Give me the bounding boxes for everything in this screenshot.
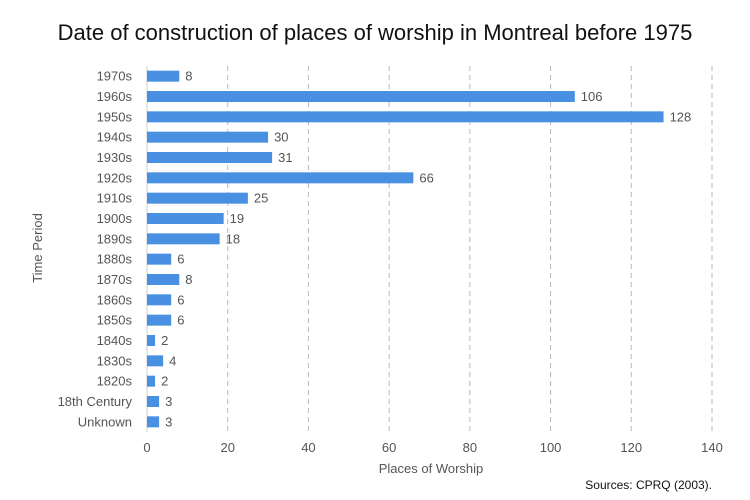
- data-label: 8: [185, 69, 192, 84]
- bars: [147, 70, 664, 428]
- x-tick-label: 120: [620, 440, 642, 455]
- y-axis-title: Time Period: [30, 213, 45, 283]
- y-tick-label: 1860s: [97, 292, 133, 307]
- bar: [147, 152, 273, 163]
- data-label: 6: [177, 252, 184, 267]
- x-tick-label: 80: [463, 440, 477, 455]
- bar: [147, 131, 269, 143]
- bar: [147, 335, 156, 346]
- bar: [147, 253, 172, 265]
- gridlines: [146, 66, 713, 432]
- data-label: 25: [254, 191, 268, 206]
- data-label: 30: [274, 130, 288, 145]
- data-label: 31: [278, 150, 292, 165]
- x-axis-title: Places of Worship: [379, 461, 484, 476]
- bar: [147, 111, 664, 123]
- bar: [147, 70, 180, 82]
- x-tick-label: 0: [143, 440, 150, 455]
- y-tick-label: 1840s: [97, 333, 133, 348]
- bar: [147, 192, 248, 204]
- bar: [147, 416, 160, 428]
- source-note: Sources: CPRQ (2003).: [585, 478, 712, 492]
- y-tick-label: 18th Century: [58, 394, 133, 409]
- data-label: 106: [581, 89, 603, 104]
- y-tick-label: 1830s: [97, 353, 133, 368]
- bar: [147, 91, 575, 102]
- y-tick-label: 1870s: [97, 272, 133, 287]
- bar: [147, 314, 172, 326]
- chart-title: Date of construction of places of worshi…: [57, 20, 693, 45]
- y-tick-label: Unknown: [78, 414, 132, 429]
- y-tick-label: 1910s: [97, 191, 133, 206]
- y-tick-label: 1900s: [97, 211, 133, 226]
- x-tick-label: 40: [301, 440, 315, 455]
- x-tick-label: 100: [540, 440, 562, 455]
- bar: [147, 355, 164, 367]
- bar: [147, 294, 172, 306]
- y-tick-label: 1890s: [97, 231, 133, 246]
- x-tick-label: 60: [382, 440, 396, 455]
- x-tick-label: 20: [220, 440, 234, 455]
- bar: [147, 375, 156, 387]
- data-label: 6: [177, 313, 184, 328]
- y-tick-label: 1880s: [97, 252, 133, 267]
- bar: [147, 396, 160, 407]
- labels: 0 20 40 60 80 100 120 140 1970s 8 1960s 106 1950s 128…: [58, 69, 723, 455]
- data-label: 3: [165, 394, 172, 409]
- y-tick-label: 1820s: [97, 374, 133, 389]
- data-label: 2: [161, 333, 168, 348]
- data-label: 4: [169, 353, 176, 368]
- data-label: 8: [185, 272, 192, 287]
- data-label: 66: [419, 170, 433, 185]
- data-label: 3: [165, 414, 172, 429]
- data-label: 128: [670, 109, 692, 124]
- data-label: 2: [161, 374, 168, 389]
- y-tick-label: 1970s: [97, 69, 133, 84]
- y-tick-label: 1960s: [97, 89, 133, 104]
- bar: [147, 172, 414, 184]
- bar: [147, 233, 220, 245]
- y-tick-label: 1850s: [97, 313, 133, 328]
- y-tick-label: 1930s: [97, 150, 133, 165]
- data-label: 18: [226, 231, 240, 246]
- data-label: 19: [230, 211, 244, 226]
- x-tick-label: 140: [701, 440, 723, 455]
- bar: [147, 213, 224, 224]
- y-tick-label: 1940s: [97, 130, 133, 145]
- y-tick-label: 1920s: [97, 170, 133, 185]
- data-label: 6: [177, 292, 184, 307]
- y-tick-label: 1950s: [97, 109, 133, 124]
- bar: [147, 274, 180, 285]
